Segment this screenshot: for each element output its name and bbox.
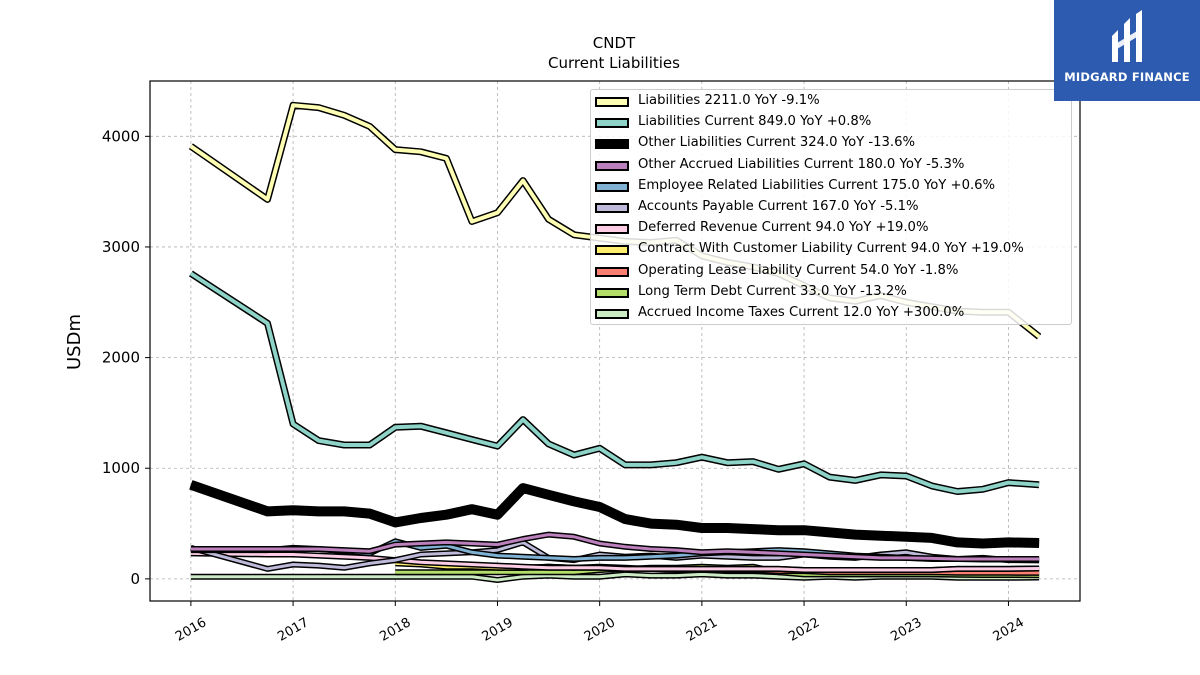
legend: Liabilities 2211.0 YoY -9.1% Liabilities … <box>590 89 1072 325</box>
legend-swatch <box>595 97 629 107</box>
legend-item: Accounts Payable Current 167.0 YoY -5.1% <box>591 198 1071 219</box>
legend-item: Liabilities 2211.0 YoY -9.1% <box>591 92 1071 113</box>
legend-label: Contract With Customer Liability Current… <box>638 241 1024 257</box>
series-line <box>190 533 1040 561</box>
legend-item: Employee Related Liabilities Current 175… <box>591 177 1071 198</box>
legend-label: Liabilities 2211.0 YoY -9.1% <box>638 93 820 108</box>
x-tick-label: 2019 <box>480 615 516 645</box>
legend-label: Other Liabilities Current 324.0 YoY -13.… <box>638 135 916 151</box>
x-tick-label: 2018 <box>377 615 413 645</box>
brand-logo: MIDGARD FINANCE <box>1054 0 1200 101</box>
legend-swatch <box>595 224 629 235</box>
plot-frame <box>149 80 1081 602</box>
x-tick-label: 2022 <box>786 615 822 645</box>
legend-swatch <box>595 308 629 319</box>
legend-item: Operating Lease Liability Current 54.0 Y… <box>591 262 1071 283</box>
legend-item: Accrued Income Taxes Current 12.0 YoY +3… <box>591 304 1071 325</box>
legend-label: Operating Lease Liability Current 54.0 Y… <box>638 262 959 278</box>
y-tick-label: 1000 <box>102 459 140 477</box>
x-tick-label: 2017 <box>275 615 311 645</box>
series-line <box>189 271 1040 494</box>
legend-swatch <box>595 245 629 256</box>
legend-label: Deferred Revenue Current 94.0 YoY +19.0% <box>638 220 929 236</box>
y-tick-label: 2000 <box>102 349 140 367</box>
legend-label: Liabilities Current 849.0 YoY +0.8% <box>638 114 872 130</box>
legend-item: Contract With Customer Liability Current… <box>591 240 1071 261</box>
y-tick-label: 0 <box>130 570 140 588</box>
legend-swatch <box>595 160 629 171</box>
legend-label: Long Term Debt Current 33.0 YoY -13.2% <box>638 283 907 299</box>
x-tick-label: 2021 <box>684 615 720 645</box>
legend-item: Other Accrued Liabilities Current 180.0 … <box>591 156 1071 177</box>
legend-label: Other Accrued Liabilities Current 180.0 … <box>638 156 965 172</box>
legend-label: Employee Related Liabilities Current 175… <box>638 177 996 193</box>
x-tick-label: 2023 <box>888 615 924 645</box>
y-tick-label: 3000 <box>102 238 140 256</box>
x-tick-label: 2020 <box>582 615 618 645</box>
x-tick-label: 2024 <box>991 615 1027 645</box>
brand-name: MIDGARD FINANCE <box>1064 70 1190 84</box>
y-tick-label: 4000 <box>102 127 140 145</box>
legend-label: Accounts Payable Current 167.0 YoY -5.1% <box>638 198 919 214</box>
legend-swatch <box>595 266 629 277</box>
series-line <box>189 481 1040 547</box>
x-tick-label: 2016 <box>173 615 209 645</box>
chart-subtitle: Current Liabilities <box>548 54 680 72</box>
y-axis-label: USDm <box>64 314 85 370</box>
series-line <box>190 551 1040 572</box>
legend-label: Accrued Income Taxes Current 12.0 YoY +3… <box>638 304 965 320</box>
chart-title: CNDT <box>593 34 636 52</box>
legend-item: Long Term Debt Current 33.0 YoY -13.2% <box>591 283 1071 304</box>
midgard-logo-icon <box>1112 10 1142 62</box>
legend-swatch <box>595 287 629 298</box>
legend-swatch <box>595 202 629 213</box>
legend-item: Other Liabilities Current 324.0 YoY -13.… <box>591 134 1071 155</box>
legend-item: Liabilities Current 849.0 YoY +0.8% <box>591 113 1071 134</box>
legend-item: Deferred Revenue Current 94.0 YoY +19.0% <box>591 219 1071 240</box>
legend-swatch <box>595 181 629 192</box>
legend-swatch <box>595 118 629 129</box>
legend-swatch <box>595 139 629 150</box>
